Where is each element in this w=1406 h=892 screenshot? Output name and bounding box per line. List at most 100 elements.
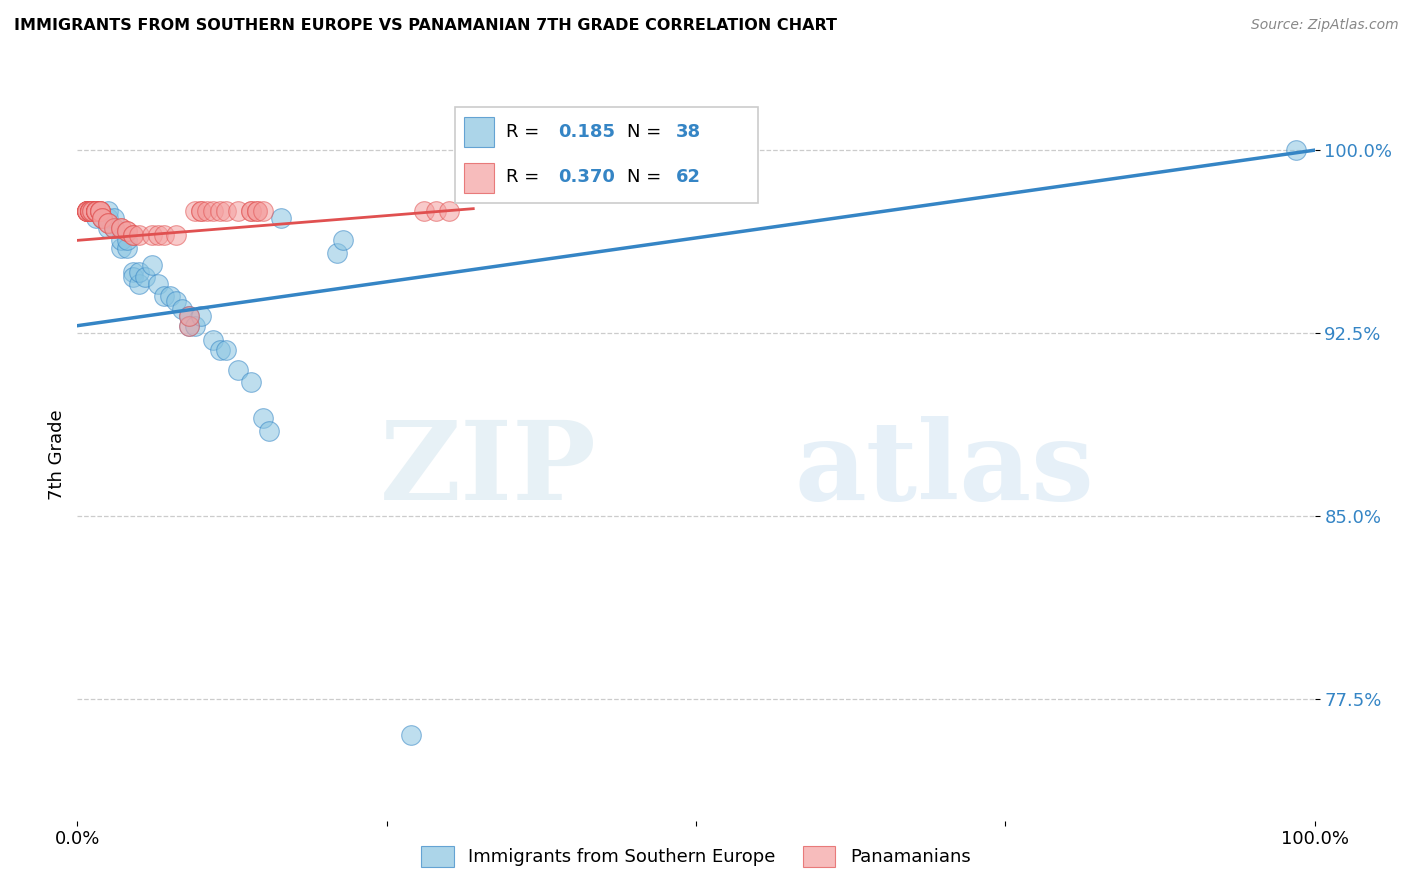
Point: [84, 204, 107, 219]
Point: [215, 343, 238, 357]
Point: [190, 204, 212, 219]
Point: [89, 204, 111, 219]
Point: [84, 204, 107, 219]
Point: [97, 216, 120, 230]
Point: [76, 204, 98, 219]
Point: [76, 204, 98, 219]
Point: [141, 228, 163, 243]
Point: [110, 241, 132, 255]
Point: [326, 245, 349, 260]
Point: [190, 309, 212, 323]
Point: [84, 211, 107, 226]
Point: [122, 228, 145, 243]
Point: [332, 233, 354, 247]
Point: [76, 204, 98, 219]
Point: [91, 211, 114, 226]
Point: [184, 204, 207, 219]
Point: [190, 204, 212, 219]
Point: [122, 269, 145, 284]
Point: [84, 204, 107, 219]
Point: [97, 216, 120, 230]
Point: [89, 204, 111, 219]
Point: [76, 204, 98, 219]
Point: [172, 301, 194, 316]
Point: [177, 318, 200, 333]
Point: [79, 204, 101, 219]
Point: [89, 204, 111, 219]
Point: [208, 204, 231, 219]
Point: [76, 204, 98, 219]
Point: [239, 204, 262, 219]
Point: [177, 309, 200, 323]
Point: [97, 221, 120, 235]
Point: [91, 211, 114, 226]
Point: [246, 204, 269, 219]
Point: [252, 411, 274, 425]
Point: [76, 204, 98, 219]
Point: [122, 228, 145, 243]
Text: ZIP: ZIP: [380, 416, 598, 523]
Text: atlas: atlas: [794, 416, 1095, 523]
Point: [84, 204, 107, 219]
Point: [202, 334, 225, 348]
Point: [208, 343, 231, 357]
Point: [215, 204, 238, 219]
Point: [82, 204, 104, 219]
Point: [202, 204, 225, 219]
Y-axis label: 7th Grade: 7th Grade: [48, 409, 66, 500]
Text: Source: ZipAtlas.com: Source: ZipAtlas.com: [1251, 18, 1399, 32]
Point: [84, 204, 107, 219]
Point: [153, 228, 176, 243]
Point: [84, 204, 107, 219]
Point: [146, 228, 169, 243]
Point: [79, 204, 101, 219]
Point: [425, 204, 447, 219]
Point: [79, 204, 101, 219]
Point: [110, 221, 132, 235]
Text: IMMIGRANTS FROM SOUTHERN EUROPE VS PANAMANIAN 7TH GRADE CORRELATION CHART: IMMIGRANTS FROM SOUTHERN EUROPE VS PANAM…: [14, 18, 837, 33]
Point: [141, 258, 163, 272]
Point: [153, 289, 176, 303]
Point: [84, 204, 107, 219]
Point: [401, 728, 423, 742]
Point: [115, 224, 138, 238]
Point: [115, 233, 138, 247]
Point: [82, 204, 104, 219]
Point: [437, 204, 460, 219]
Point: [270, 211, 292, 226]
Point: [103, 211, 125, 226]
Point: [239, 375, 262, 389]
Point: [195, 204, 218, 219]
Point: [91, 211, 114, 226]
Point: [128, 265, 150, 279]
Point: [76, 204, 98, 219]
Point: [97, 211, 120, 226]
Point: [79, 204, 101, 219]
Point: [146, 277, 169, 292]
Point: [177, 309, 200, 323]
Point: [239, 204, 262, 219]
Point: [165, 294, 187, 309]
Point: [226, 204, 249, 219]
Point: [226, 362, 249, 376]
Point: [1285, 143, 1308, 157]
Point: [115, 241, 138, 255]
Point: [97, 204, 120, 219]
Point: [79, 204, 101, 219]
Point: [177, 318, 200, 333]
Point: [122, 265, 145, 279]
Point: [89, 204, 111, 219]
Point: [115, 224, 138, 238]
Point: [257, 424, 280, 438]
Point: [252, 204, 274, 219]
Point: [128, 277, 150, 292]
Point: [128, 228, 150, 243]
Point: [246, 204, 269, 219]
Point: [76, 204, 98, 219]
Legend: Immigrants from Southern Europe, Panamanians: Immigrants from Southern Europe, Panaman…: [415, 838, 977, 874]
Point: [79, 204, 101, 219]
Point: [103, 221, 125, 235]
Point: [412, 204, 434, 219]
Point: [103, 221, 125, 235]
Point: [110, 221, 132, 235]
